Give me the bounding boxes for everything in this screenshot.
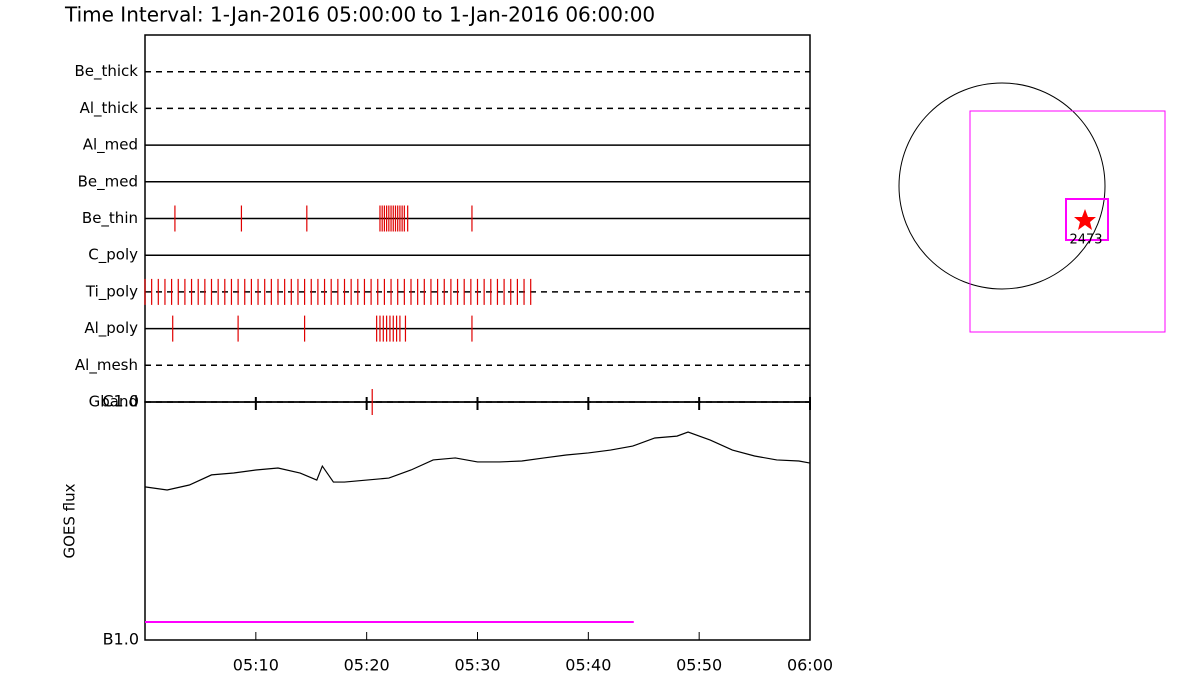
row-label: Be_med: [78, 172, 138, 191]
series-line: [144, 431, 811, 491]
row-label: Al_poly: [84, 319, 138, 338]
x-tick-label: 05:10: [233, 656, 279, 675]
row-label: Al_med: [83, 136, 138, 155]
region-label: 2473: [1069, 233, 1102, 248]
x-tick-label: 05:30: [454, 656, 500, 675]
x-tick-label: 05:50: [676, 656, 722, 675]
goes-panel-frame: [144, 401, 811, 641]
y-axis-title: GOES flux: [61, 483, 79, 558]
x-tick-label: 05:20: [344, 656, 390, 675]
page-title: Time Interval: 1-Jan-2016 05:00:00 to 1-…: [64, 3, 655, 27]
solar-limb: [898, 82, 1106, 290]
x-tick-label: 06:00: [787, 656, 833, 675]
sun-map: 2473: [898, 82, 1166, 333]
row-label: Be_thick: [74, 62, 138, 81]
row-label: Gband: [89, 393, 138, 411]
row-label: Be_thin: [82, 209, 138, 228]
row-label: Al_mesh: [75, 356, 138, 375]
row-label: Ti_poly: [85, 282, 138, 301]
target-box: [1065, 198, 1109, 241]
y-tick-label: B1.0: [103, 630, 139, 649]
y-tick-label: C1.0: [102, 392, 139, 411]
x-tick-label: 05:40: [565, 656, 611, 675]
row-label: C_poly: [88, 246, 138, 265]
fov-box: [969, 110, 1166, 333]
flare-star: [1074, 209, 1096, 230]
row-label: Al_thick: [80, 99, 139, 118]
